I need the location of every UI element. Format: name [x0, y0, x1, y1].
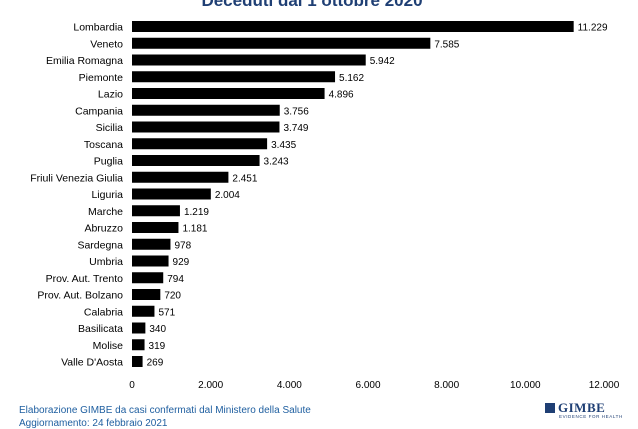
value-label-campania: 3.756: [284, 106, 309, 117]
bar-sicilia: [132, 121, 280, 133]
value-label-sicilia: 3.749: [283, 123, 308, 134]
x-axis: 0 2.000 4.000 6.000 8.000 10.000 12.000: [129, 380, 620, 391]
category-label-basilicata: Basilicata: [78, 323, 123, 335]
category-label-lombardia: Lombardia: [73, 22, 123, 34]
category-label-valle-d-aosta: Valle D'Aosta: [61, 357, 123, 369]
value-label-sardegna: 978: [174, 240, 191, 251]
value-label-emilia-romagna: 5.942: [370, 56, 395, 67]
bar-puglia: [132, 155, 260, 166]
value-label-piemonte: 5.162: [339, 73, 364, 84]
category-label-puglia: Puglia: [94, 156, 123, 168]
bar-prov-aut-trento: [132, 272, 164, 284]
bar-veneto: [132, 37, 431, 49]
bar-emilia-romagna: [132, 54, 366, 66]
bar-lombardia: [132, 21, 574, 32]
category-label-sicilia: Sicilia: [96, 122, 124, 134]
bars-layer: Lombardia 11.229 Veneto 7.585 Emilia Romagna…: [30, 21, 608, 369]
bar-basilicata: [132, 322, 146, 334]
gimbe-logo-word: GIMBE: [558, 400, 606, 415]
x-tick-label: 4.000: [277, 380, 302, 391]
x-tick-label: 8.000: [434, 380, 459, 391]
category-label-piemonte: Piemonte: [79, 72, 124, 84]
bar-toscana: [132, 138, 268, 150]
value-label-prov-aut-trento: 794: [167, 274, 184, 285]
footer-source-note: Elaborazione GIMBE da casi confermati da…: [19, 405, 311, 416]
category-label-veneto: Veneto: [90, 38, 123, 50]
bar-liguria: [132, 188, 211, 200]
value-label-basilicata: 340: [149, 324, 166, 335]
category-label-liguria: Liguria: [91, 189, 123, 201]
value-label-molise: 319: [149, 341, 166, 352]
value-label-veneto: 7.585: [434, 39, 459, 50]
value-label-puglia: 3.243: [264, 157, 289, 168]
bar-molise: [132, 339, 145, 351]
x-tick-label: 6.000: [355, 380, 380, 391]
category-label-prov-aut-trento: Prov. Aut. Trento: [46, 273, 124, 285]
bar-prov-aut-bolzano: [132, 289, 161, 300]
category-label-toscana: Toscana: [84, 139, 123, 151]
bar-umbria: [132, 255, 169, 267]
value-label-prov-aut-bolzano: 720: [164, 291, 181, 302]
bar-valle-d-aosta: [132, 356, 143, 367]
value-label-lombardia: 11.229: [578, 23, 608, 34]
category-label-abruzzo: Abruzzo: [84, 223, 123, 235]
bar-sardegna: [132, 238, 171, 250]
x-tick-label: 10.000: [510, 380, 541, 391]
bar-abruzzo: [132, 222, 179, 233]
value-label-calabria: 571: [158, 307, 175, 318]
category-label-sardegna: Sardegna: [77, 239, 123, 251]
category-label-campania: Campania: [75, 105, 123, 117]
value-label-friuli-venezia-giulia: 2.451: [232, 173, 257, 184]
category-label-lazio: Lazio: [98, 89, 123, 101]
bar-campania: [132, 104, 280, 116]
chart-title: Deceduti dal 1 ottobre 2020: [201, 0, 422, 10]
gimbe-logo-mark: [545, 403, 555, 413]
gimbe-logo: GIMBE EVIDENCE FOR HEALTH: [545, 401, 625, 423]
value-label-toscana: 3.435: [271, 140, 296, 151]
value-label-marche: 1.219: [184, 207, 209, 218]
x-tick-label: 2.000: [198, 380, 223, 391]
bar-friuli-venezia-giulia: [132, 171, 229, 183]
value-label-valle-d-aosta: 269: [147, 358, 164, 369]
gimbe-logo-tagline: EVIDENCE FOR HEALTH: [559, 414, 623, 419]
bar-lazio: [132, 88, 325, 99]
bar-piemonte: [132, 71, 336, 83]
category-label-prov-aut-bolzano: Prov. Aut. Bolzano: [37, 290, 123, 302]
value-label-umbria: 929: [173, 257, 190, 268]
bar-marche: [132, 205, 180, 217]
x-tick-label: 0: [129, 380, 135, 391]
category-label-emilia-romagna: Emilia Romagna: [46, 55, 123, 67]
category-label-umbria: Umbria: [89, 256, 123, 268]
category-label-friuli-venezia-giulia: Friuli Venezia Giulia: [30, 172, 123, 184]
category-label-marche: Marche: [88, 206, 123, 218]
category-label-molise: Molise: [93, 340, 124, 352]
footer-update-date: Aggiornamento: 24 febbraio 2021: [19, 418, 168, 429]
x-tick-label: 12.000: [589, 380, 620, 391]
value-label-liguria: 2.004: [215, 190, 240, 201]
value-label-abruzzo: 1.181: [182, 224, 207, 235]
value-label-lazio: 4.896: [329, 90, 354, 101]
category-label-calabria: Calabria: [84, 306, 123, 318]
bar-calabria: [132, 305, 155, 317]
